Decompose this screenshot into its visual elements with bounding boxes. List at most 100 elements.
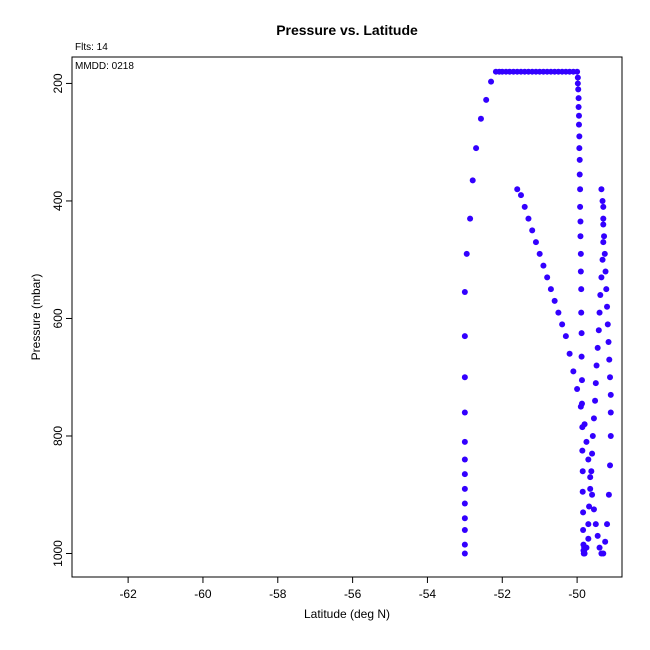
data-point <box>559 321 566 328</box>
data-point <box>483 96 490 103</box>
data-point <box>477 115 484 122</box>
data-point <box>574 385 581 392</box>
data-point <box>461 374 468 381</box>
data-point <box>576 145 583 152</box>
data-point <box>604 303 611 310</box>
data-point <box>575 95 582 102</box>
data-point <box>574 74 581 81</box>
data-point <box>583 438 590 445</box>
data-point <box>575 112 582 119</box>
data-point <box>570 368 577 375</box>
data-point <box>581 550 588 557</box>
data-point <box>594 532 601 539</box>
data-point <box>577 186 584 193</box>
data-point <box>598 274 605 281</box>
data-point <box>514 186 521 193</box>
data-point <box>607 409 614 416</box>
data-point <box>461 485 468 492</box>
data-point <box>562 333 569 340</box>
data-point <box>602 268 609 275</box>
data-point <box>555 309 562 316</box>
data-point <box>597 291 604 298</box>
data-point <box>461 550 468 557</box>
data-point <box>585 535 592 542</box>
data-point <box>601 250 608 257</box>
data-point <box>461 333 468 340</box>
data-point <box>461 500 468 507</box>
x-tick-label: -52 <box>494 587 512 601</box>
data-point <box>577 203 584 210</box>
data-point <box>578 309 585 316</box>
data-point <box>600 239 607 246</box>
data-point <box>574 68 581 75</box>
data-point <box>585 521 592 528</box>
data-point <box>590 506 597 513</box>
data-point <box>589 450 596 457</box>
data-point <box>461 289 468 296</box>
data-point <box>601 233 608 240</box>
data-point <box>577 403 584 410</box>
data-point <box>579 468 586 475</box>
data-point <box>529 227 536 234</box>
data-point <box>602 538 609 545</box>
data-point <box>594 344 601 351</box>
data-point <box>596 309 603 316</box>
data-point <box>463 250 470 257</box>
data-point <box>540 262 547 269</box>
flights-count-label: Flts: 14 <box>75 42 108 53</box>
data-point <box>599 256 606 263</box>
data-point <box>461 438 468 445</box>
data-point <box>593 362 600 369</box>
data-point <box>607 391 614 398</box>
data-point <box>577 218 584 225</box>
mmdd-label: MMDD: 0218 <box>75 61 134 72</box>
data-point <box>581 421 588 428</box>
data-point <box>566 350 573 357</box>
data-point <box>603 286 610 293</box>
data-point <box>605 338 612 345</box>
data-point <box>596 544 603 551</box>
x-axis: -62 -60 -58 -56 -54 -52 -50 <box>119 577 586 601</box>
data-point <box>590 415 597 422</box>
data-point <box>521 203 528 210</box>
x-tick-label: -58 <box>269 587 287 601</box>
data-point <box>578 353 585 360</box>
x-tick-label: -56 <box>344 587 362 601</box>
plot-frame <box>71 56 623 578</box>
y-tick-label: 600 <box>51 308 65 328</box>
data-point <box>600 215 607 222</box>
data-point <box>461 515 468 522</box>
data-point <box>467 215 474 222</box>
data-point <box>577 268 584 275</box>
data-point <box>587 474 594 481</box>
data-point <box>604 521 611 528</box>
data-point <box>469 177 476 184</box>
data-point <box>578 330 585 337</box>
x-tick-label: -60 <box>194 587 212 601</box>
data-point <box>600 221 607 228</box>
data-point <box>575 103 582 110</box>
data-point <box>461 541 468 548</box>
chart-title: Pressure vs. Latitude <box>276 22 418 38</box>
data-point <box>473 145 480 152</box>
data-point <box>604 321 611 328</box>
data-point <box>461 456 468 463</box>
y-tick-label: 400 <box>51 191 65 211</box>
data-point <box>587 485 594 492</box>
data-point <box>589 491 596 498</box>
data-point <box>580 509 587 516</box>
data-point <box>577 233 584 240</box>
data-point <box>592 397 599 404</box>
data-point <box>592 521 599 528</box>
data-point <box>605 491 612 498</box>
data-point <box>579 488 586 495</box>
data-point <box>600 550 607 557</box>
data-point <box>589 432 596 439</box>
y-tick-label: 1000 <box>51 540 65 567</box>
data-point <box>536 250 543 257</box>
data-point <box>607 462 614 469</box>
data-point <box>525 215 532 222</box>
y-axis: 200 400 600 800 1000 <box>51 73 72 567</box>
data-point <box>588 468 595 475</box>
